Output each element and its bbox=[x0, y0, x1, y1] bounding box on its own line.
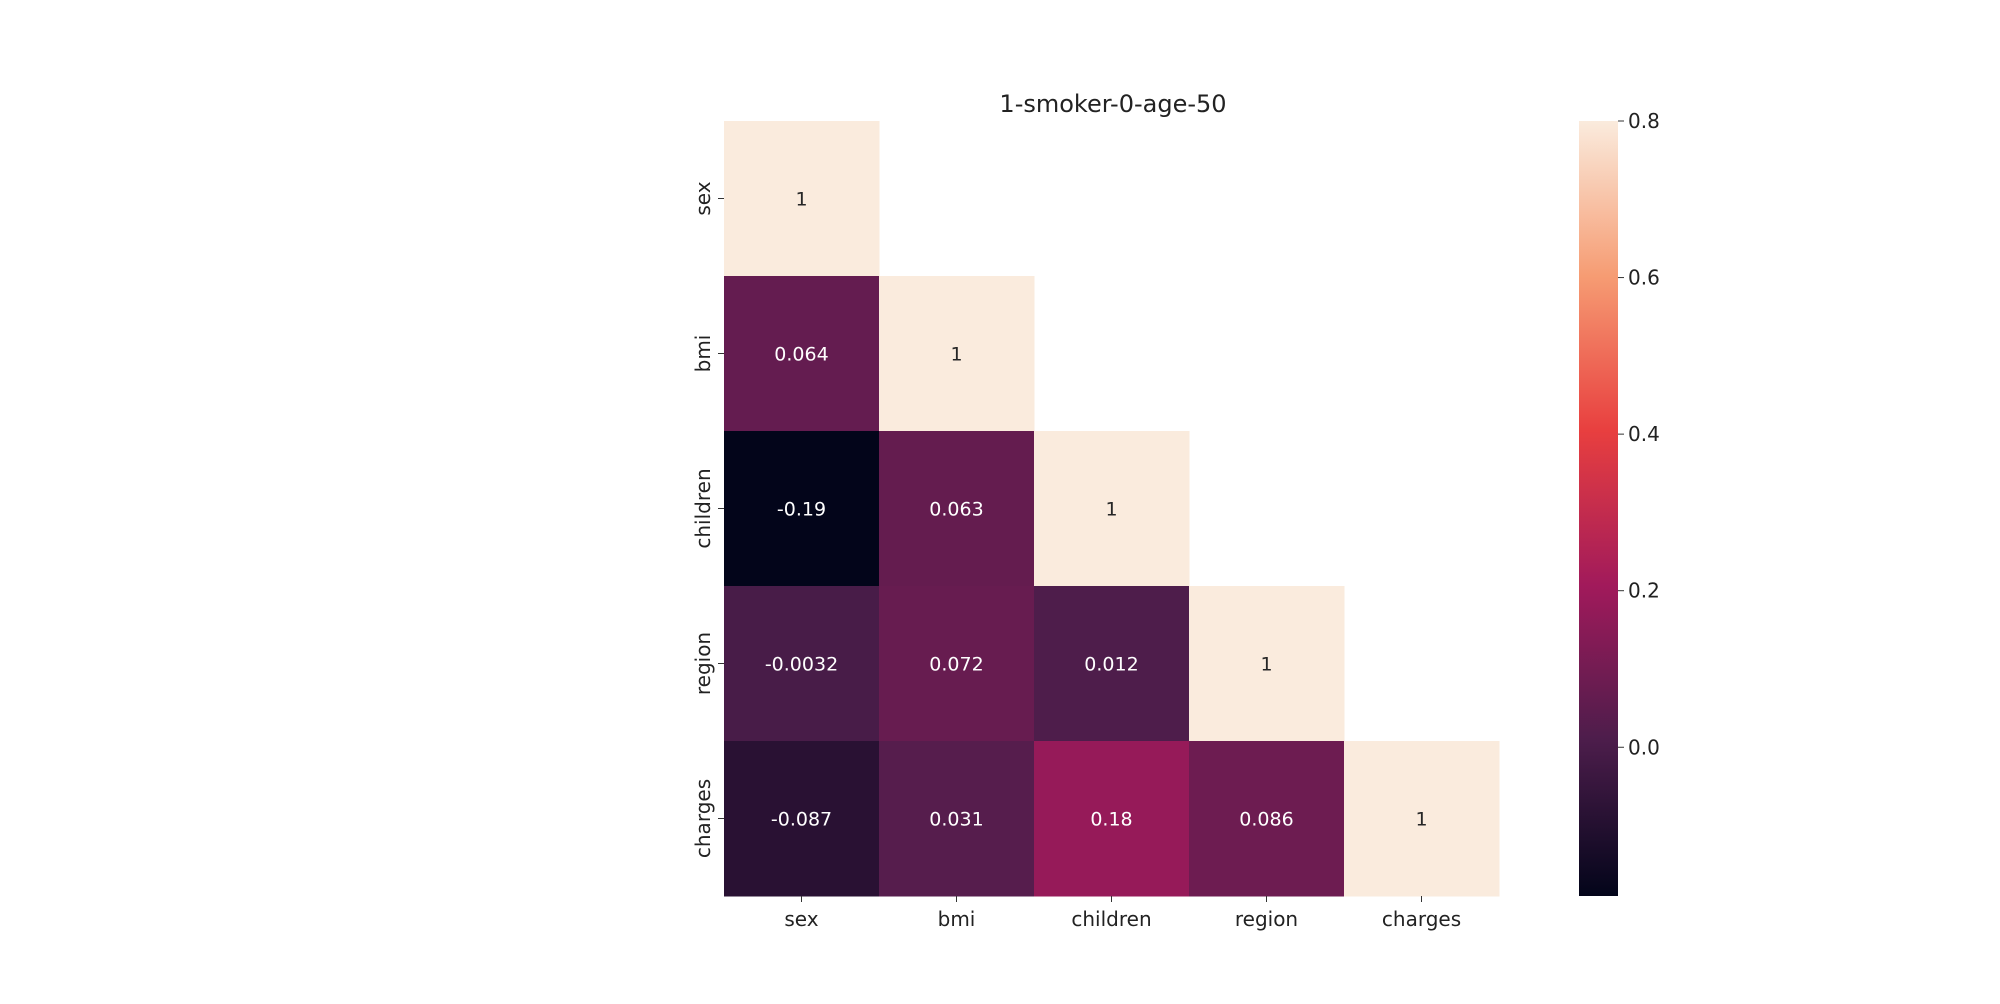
heatmap-cell bbox=[1034, 431, 1190, 587]
y-tick-label: charges bbox=[691, 779, 715, 858]
cell-value-label: 1 bbox=[1260, 654, 1272, 676]
chart-title: 1-smoker-0-age-50 bbox=[999, 90, 1226, 118]
heatmap-cell bbox=[724, 586, 880, 742]
x-tick-label: region bbox=[1235, 907, 1298, 931]
heatmap-cell bbox=[724, 121, 880, 277]
heatmap-cell bbox=[1034, 741, 1190, 897]
cell-value-label: 0.064 bbox=[774, 344, 828, 366]
y-axis-ticks: sex bmi children region charges bbox=[691, 181, 724, 858]
cell-value-label: -0.087 bbox=[771, 809, 832, 831]
heatmap-cell bbox=[1344, 741, 1500, 897]
cell-value-label: 1 bbox=[795, 189, 807, 211]
colorbar-tick-label: 0.0 bbox=[1628, 735, 1660, 759]
cell-value-label: 0.086 bbox=[1239, 809, 1293, 831]
heatmap-cell bbox=[724, 431, 880, 587]
heatmap-cells: 1 0.064 1 -0.19 0.063 1 -0.0032 0.072 0.012 1 -0.0… bbox=[724, 121, 1500, 897]
cell-value-label: 0.063 bbox=[929, 499, 983, 521]
colorbar: 0.0 0.2 0.4 0.6 0.8 bbox=[1579, 109, 1660, 896]
x-tick-label: charges bbox=[1382, 907, 1461, 931]
x-axis-ticks: sex bmi children region charges bbox=[784, 896, 1461, 931]
cell-value-label: 1 bbox=[1415, 809, 1427, 831]
heatmap-cell bbox=[1034, 586, 1190, 742]
cell-value-label: 0.031 bbox=[929, 809, 983, 831]
y-tick-label: bmi bbox=[691, 335, 715, 373]
cell-value-label: 1 bbox=[950, 344, 962, 366]
x-tick-label: sex bbox=[784, 907, 818, 931]
colorbar-tick-label: 0.2 bbox=[1628, 579, 1660, 603]
heatmap-cell bbox=[879, 431, 1035, 587]
cell-value-label: -0.0032 bbox=[765, 654, 838, 676]
heatmap-cell bbox=[724, 276, 880, 432]
y-tick-label: children bbox=[691, 468, 715, 548]
heatmap-cell bbox=[879, 741, 1035, 897]
cell-value-label: 0.072 bbox=[929, 654, 983, 676]
x-tick-label: children bbox=[1071, 907, 1151, 931]
cell-value-label: -0.19 bbox=[777, 499, 826, 521]
x-tick-label: bmi bbox=[938, 907, 976, 931]
colorbar-tick-label: 0.8 bbox=[1628, 109, 1660, 133]
colorbar-tick-label: 0.6 bbox=[1628, 266, 1660, 290]
heatmap-cell bbox=[1189, 586, 1345, 742]
cell-value-label: 0.012 bbox=[1084, 654, 1138, 676]
cell-value-label: 0.18 bbox=[1090, 809, 1132, 831]
heatmap-cell bbox=[1189, 741, 1345, 897]
heatmap-cell bbox=[724, 741, 880, 897]
colorbar-tick-label: 0.4 bbox=[1628, 422, 1660, 446]
colorbar-gradient bbox=[1579, 121, 1618, 896]
heatmap-cell bbox=[879, 276, 1035, 432]
y-tick-label: region bbox=[691, 632, 715, 695]
cell-value-label: 1 bbox=[1105, 499, 1117, 521]
heatmap-cell bbox=[879, 586, 1035, 742]
y-tick-label: sex bbox=[691, 181, 715, 215]
